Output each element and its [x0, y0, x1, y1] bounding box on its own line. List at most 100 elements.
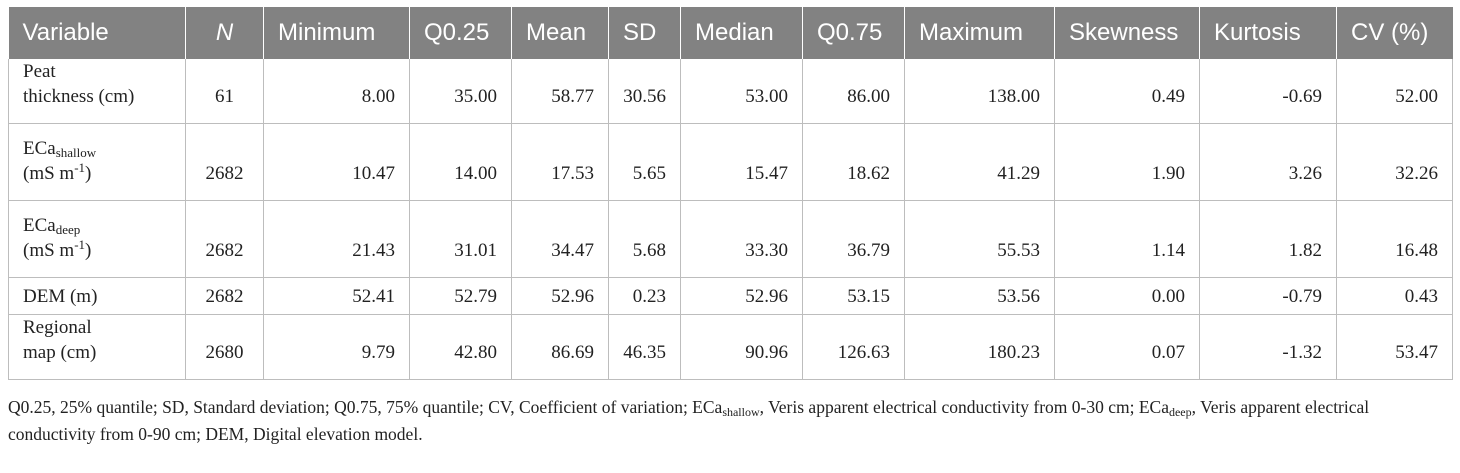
variable-line-1: ECadeep: [23, 213, 171, 238]
table-row: ECashallow (mS m-1) 2682 10.47 14.00 17.53 5.6…: [8, 123, 1453, 201]
q075-cell: 86.00: [802, 59, 905, 124]
kurtosis-cell: 1.82: [1199, 200, 1337, 278]
header-sd: SD: [608, 7, 681, 59]
header-variable: Variable: [8, 7, 186, 59]
mean-cell: 58.77: [511, 59, 609, 124]
skewness-cell: 0.07: [1054, 314, 1200, 380]
variable-unit: map (cm): [23, 342, 97, 363]
header-kurtosis: Kurtosis: [1199, 7, 1337, 59]
variable-subscript: deep: [55, 222, 81, 237]
mean-cell: 17.53: [511, 123, 609, 201]
maximum-cell: 53.56: [904, 277, 1055, 315]
variable-name: DEM (m): [23, 285, 98, 307]
minimum-cell: 8.00: [263, 59, 410, 124]
variable-name: Regional: [23, 317, 92, 338]
q075-cell: 53.15: [802, 277, 905, 315]
variable-unit: (mS m: [23, 240, 75, 261]
variable-cell: ECashallow (mS m-1): [8, 123, 186, 201]
unit-superscript: -1: [74, 160, 86, 175]
kurtosis-cell: -0.79: [1199, 277, 1337, 315]
median-cell: 52.96: [680, 277, 803, 315]
q025-cell: 52.79: [409, 277, 512, 315]
footnote-sub-deep: deep: [1168, 405, 1192, 419]
header-cv: CV (%): [1336, 7, 1453, 59]
n-cell: 2682: [185, 123, 264, 201]
q075-cell: 36.79: [802, 200, 905, 278]
n-cell: 2680: [185, 314, 264, 380]
variable-line-1: Regional: [23, 315, 171, 340]
maximum-cell: 180.23: [904, 314, 1055, 380]
minimum-cell: 52.41: [263, 277, 410, 315]
maximum-cell: 41.29: [904, 123, 1055, 201]
q075-cell: 18.62: [802, 123, 905, 201]
median-cell: 53.00: [680, 59, 803, 124]
variable-name: Peat: [23, 61, 56, 82]
median-cell: 15.47: [680, 123, 803, 201]
variable-line-1: Peat: [23, 59, 171, 84]
n-cell: 2682: [185, 277, 264, 315]
header-q025: Q0.25: [409, 7, 512, 59]
header-skewness: Skewness: [1054, 7, 1200, 59]
table-body: Peat thickness (cm) 61 8.00 35.00 58.77 30.56 5…: [8, 59, 1453, 380]
maximum-cell: 55.53: [904, 200, 1055, 278]
stats-table-container: Variable N Minimum Q0.25 Mean SD Median …: [8, 7, 1453, 380]
skewness-cell: 1.90: [1054, 123, 1200, 201]
cv-cell: 53.47: [1336, 314, 1453, 380]
footnote-part4: conductivity from 0-90 cm; DEM, Digital …: [8, 424, 423, 444]
sd-cell: 46.35: [608, 314, 681, 380]
maximum-cell: 138.00: [904, 59, 1055, 124]
sd-cell: 0.23: [608, 277, 681, 315]
n-cell: 2682: [185, 200, 264, 278]
descriptive-statistics-table: Variable N Minimum Q0.25 Mean SD Median …: [8, 7, 1453, 380]
variable-cell: ECadeep (mS m-1): [8, 200, 186, 278]
cv-cell: 0.43: [1336, 277, 1453, 315]
header-row: Variable N Minimum Q0.25 Mean SD Median …: [8, 7, 1453, 59]
kurtosis-cell: -1.32: [1199, 314, 1337, 380]
q025-cell: 35.00: [409, 59, 512, 124]
variable-subscript: shallow: [55, 145, 97, 160]
variable-unit: (mS m: [23, 163, 75, 184]
variable-line-2: (mS m-1): [23, 161, 171, 186]
skewness-cell: 0.49: [1054, 59, 1200, 124]
variable-line-2: (mS m-1): [23, 238, 171, 263]
q075-cell: 126.63: [802, 314, 905, 380]
header-minimum: Minimum: [263, 7, 410, 59]
header-mean: Mean: [511, 7, 609, 59]
q025-cell: 42.80: [409, 314, 512, 380]
footnote-sub-shallow: shallow: [722, 405, 760, 419]
variable-name: ECa: [23, 138, 56, 159]
cv-cell: 16.48: [1336, 200, 1453, 278]
median-cell: 90.96: [680, 314, 803, 380]
table-row: Regional map (cm) 2680 9.79 42.80 86.69 46.35 9…: [8, 314, 1453, 380]
variable-cell: DEM (m): [8, 277, 186, 315]
mean-cell: 86.69: [511, 314, 609, 380]
table-row: ECadeep (mS m-1) 2682 21.43 31.01 34.47 5.68 33…: [8, 200, 1453, 278]
footnote-part2: , Veris apparent electrical conductivity…: [759, 397, 1169, 417]
minimum-cell: 9.79: [263, 314, 410, 380]
minimum-cell: 10.47: [263, 123, 410, 201]
variable-name: ECa: [23, 215, 56, 236]
skewness-cell: 0.00: [1054, 277, 1200, 315]
header-n: N: [185, 7, 264, 59]
variable-line-2: map (cm): [23, 340, 171, 365]
variable-line-1: DEM (m): [23, 284, 171, 309]
table-row: DEM (m) 2682 52.41 52.79 52.96 0.23 52.96 53.15…: [8, 277, 1453, 315]
header-median: Median: [680, 7, 803, 59]
mean-cell: 52.96: [511, 277, 609, 315]
header-q075: Q0.75: [802, 7, 905, 59]
median-cell: 33.30: [680, 200, 803, 278]
unit-superscript: -1: [74, 237, 86, 252]
sd-cell: 5.68: [608, 200, 681, 278]
n-cell: 61: [185, 59, 264, 124]
variable-line-2: thickness (cm): [23, 84, 171, 109]
cv-cell: 52.00: [1336, 59, 1453, 124]
sd-cell: 30.56: [608, 59, 681, 124]
sd-cell: 5.65: [608, 123, 681, 201]
minimum-cell: 21.43: [263, 200, 410, 278]
variable-line-1: ECashallow: [23, 136, 171, 161]
unit-tail: ): [85, 240, 92, 261]
table-row: Peat thickness (cm) 61 8.00 35.00 58.77 30.56 5…: [8, 59, 1453, 124]
q025-cell: 31.01: [409, 200, 512, 278]
header-maximum: Maximum: [904, 7, 1055, 59]
variable-unit: thickness (cm): [23, 86, 135, 107]
